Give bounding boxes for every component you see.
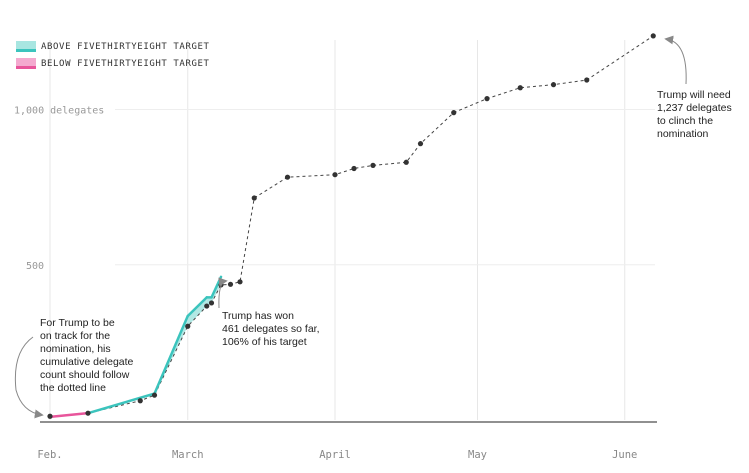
target-point-10 bbox=[251, 195, 257, 201]
y-tick-label-0: 500 bbox=[26, 261, 44, 272]
x-tick-label-3: May bbox=[468, 449, 487, 461]
target-point-3 bbox=[151, 392, 158, 398]
legend-item-below: BELOW FIVETHIRTYEIGHT TARGET bbox=[16, 55, 210, 72]
x-tick-label-4: June bbox=[612, 449, 637, 461]
actual-line-segment-2 bbox=[153, 314, 189, 395]
target-point-18 bbox=[484, 96, 490, 102]
actual-line-segment-0 bbox=[48, 411, 90, 419]
annotation-current-delegates: Trump has won 461 delegates so far, 106%… bbox=[222, 310, 320, 348]
y-tick-label-1: 1,000 delegates bbox=[14, 106, 104, 117]
x-tick-label-2: April bbox=[319, 449, 351, 461]
target-point-4 bbox=[185, 323, 191, 329]
target-point-13 bbox=[351, 165, 357, 172]
x-tick-label-1: March bbox=[172, 449, 204, 461]
target-point-21 bbox=[584, 77, 590, 83]
target-point-17 bbox=[451, 110, 457, 116]
annotation-on-track: For Trump to be on track for the nominat… bbox=[40, 317, 134, 394]
target-point-2 bbox=[137, 398, 143, 404]
legend: ABOVE FIVETHIRTYEIGHT TARGET BELOW FIVET… bbox=[16, 38, 210, 72]
target-point-9 bbox=[237, 279, 243, 285]
target-point-20 bbox=[550, 82, 557, 88]
target-point-11 bbox=[284, 174, 291, 180]
x-tick-label-0: Feb. bbox=[37, 449, 62, 461]
target-point-16 bbox=[417, 141, 424, 147]
target-arrow bbox=[664, 35, 687, 85]
actual-line-segment-1 bbox=[86, 392, 156, 415]
target-point-15 bbox=[403, 159, 409, 165]
target-point-12 bbox=[332, 172, 338, 178]
target-point-8 bbox=[227, 281, 234, 287]
current-arrow bbox=[218, 277, 228, 309]
actual-line-segment-3 bbox=[186, 296, 208, 318]
target-point-5 bbox=[204, 303, 210, 309]
gap-fill-3 bbox=[187, 297, 207, 327]
legend-item-above: ABOVE FIVETHIRTYEIGHT TARGET bbox=[16, 38, 210, 55]
legend-label-above: ABOVE FIVETHIRTYEIGHT TARGET bbox=[41, 41, 210, 52]
legend-label-below: BELOW FIVETHIRTYEIGHT TARGET bbox=[41, 58, 210, 69]
target-point-22 bbox=[650, 33, 656, 39]
target-point-19 bbox=[517, 85, 523, 91]
annotation-target-delegates: Trump will need 1,237 delegates to clinc… bbox=[657, 89, 732, 140]
legend-swatch-above bbox=[16, 41, 36, 52]
target-line bbox=[49, 35, 654, 417]
legend-swatch-below bbox=[16, 58, 36, 69]
target-point-14 bbox=[370, 162, 376, 168]
target-point-1 bbox=[85, 410, 91, 416]
target-point-0 bbox=[47, 413, 53, 419]
target-point-6 bbox=[208, 300, 215, 306]
track-arrow bbox=[14, 336, 44, 419]
